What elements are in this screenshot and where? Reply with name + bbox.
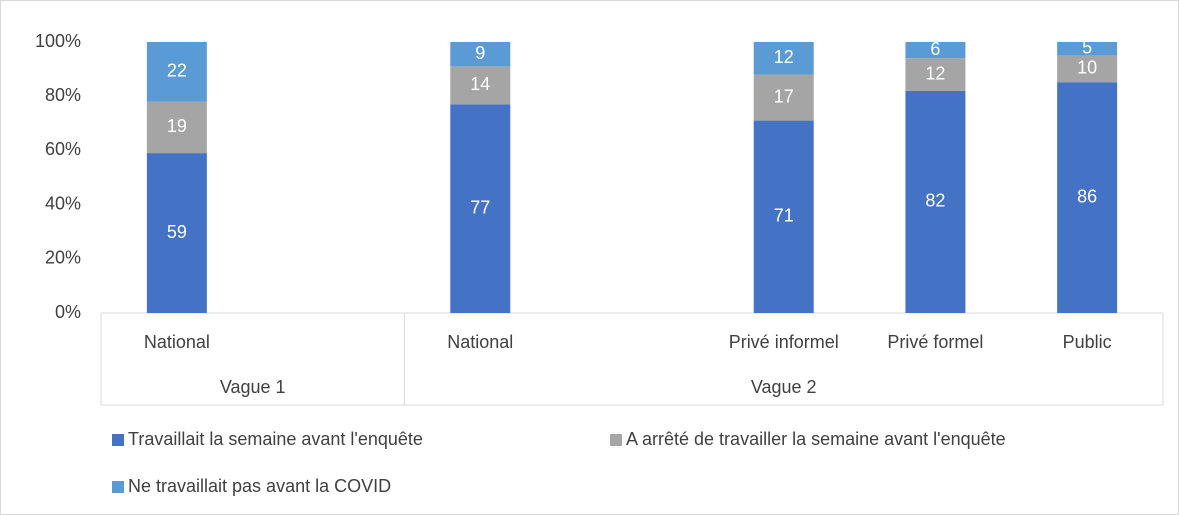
data-label: 86 (1077, 186, 1097, 206)
bar-segment (146, 101, 207, 154)
bar-segment (753, 42, 814, 75)
x-tick-label: National (447, 332, 513, 352)
bar-segment (146, 42, 207, 102)
data-label: 19 (167, 116, 187, 136)
data-label: 22 (167, 61, 187, 81)
data-label: 14 (470, 74, 490, 94)
legend-swatch (112, 434, 124, 446)
bar-segment (450, 104, 511, 313)
data-label: 12 (774, 47, 794, 67)
data-label: 6 (930, 39, 940, 59)
bar-segment (905, 58, 966, 91)
legend-label: Ne travaillait pas avant la COVID (128, 476, 391, 496)
data-label: 77 (470, 197, 490, 217)
x-tick-label: National (144, 332, 210, 352)
bar-segment (905, 90, 966, 313)
legend-label: A arrêté de travailler la semaine avant … (626, 429, 1006, 449)
bar-segment (146, 153, 207, 313)
bar-segment (905, 42, 966, 59)
bar-segment (450, 66, 511, 105)
bar-segment (1057, 55, 1118, 83)
y-tick-label: 100% (35, 31, 81, 51)
bar-segment (1057, 82, 1118, 313)
legend-swatch (610, 434, 622, 446)
data-label: 17 (774, 86, 794, 106)
data-label: 10 (1077, 58, 1097, 78)
data-label: 59 (167, 222, 187, 242)
x-tick-label: Privé formel (887, 332, 983, 352)
group-label: Vague 1 (220, 377, 286, 397)
y-tick-label: 20% (45, 248, 81, 268)
y-tick-label: 0% (55, 302, 81, 322)
data-label: 5 (1082, 37, 1092, 57)
y-tick-label: 60% (45, 139, 81, 159)
bar-segment (1057, 42, 1118, 56)
bar-segment (753, 120, 814, 313)
bar-segment (450, 42, 511, 67)
data-label: 71 (774, 206, 794, 226)
bar-segment (753, 74, 814, 121)
y-tick-label: 40% (45, 193, 81, 213)
data-label: 82 (925, 191, 945, 211)
data-label: 12 (925, 63, 945, 83)
group-label: Vague 2 (751, 377, 817, 397)
x-tick-label: Privé informel (729, 332, 839, 352)
y-tick-label: 80% (45, 85, 81, 105)
data-label: 9 (475, 43, 485, 63)
x-tick-label: Public (1063, 332, 1112, 352)
legend-label: Travaillait la semaine avant l'enquête (128, 429, 423, 449)
legend-swatch (112, 481, 124, 493)
